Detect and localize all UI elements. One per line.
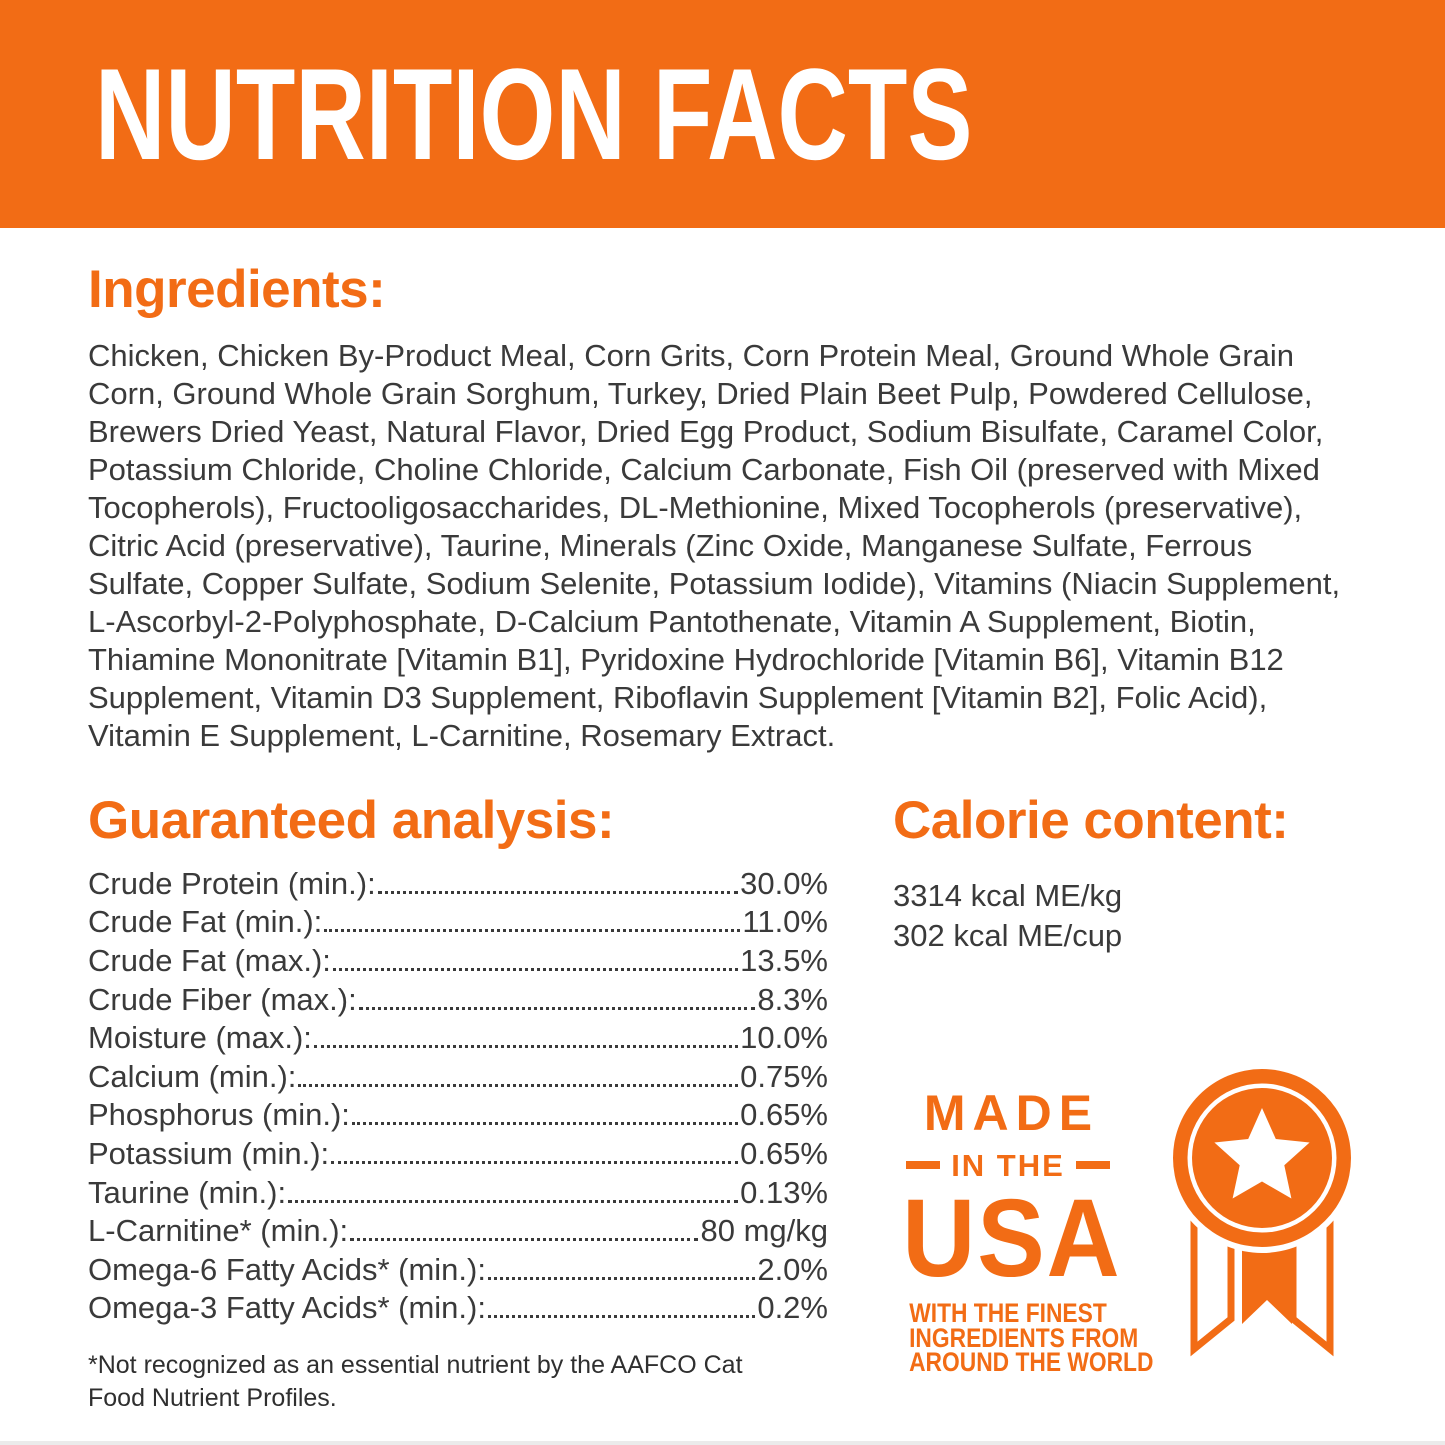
analysis-row: Omega-6 Fatty Acids* (min.): 2.0% — [88, 1252, 828, 1291]
ingredients-text: Chicken, Chicken By-Product Meal, Corn G… — [88, 337, 1341, 753]
dot-leader — [377, 890, 739, 894]
star-icon — [1214, 1107, 1310, 1199]
dot-leader — [331, 1161, 739, 1165]
analysis-row-value: 0.65% — [740, 1136, 828, 1172]
analysis-row: Crude Fat (max.): 13.5% — [88, 943, 828, 982]
analysis-row-label: Omega-3 Fatty Acids* (min.): — [88, 1290, 486, 1326]
analysis-row-value: 0.65% — [740, 1097, 828, 1133]
dot-leader — [351, 1122, 739, 1126]
analysis-row: Omega-3 Fatty Acids* (min.): 0.2% — [88, 1290, 828, 1329]
dot-leader — [487, 1315, 756, 1319]
made-in-usa-text: MADE IN THE USA WITH THE FINEST INGREDIE… — [893, 1068, 1154, 1378]
analysis-row-value: 10.0% — [740, 1020, 828, 1056]
analysis-row: Crude Protein (min.): 30.0% — [88, 866, 828, 905]
right-column: Calorie content: 3314 kcal ME/kg 302 kca… — [893, 791, 1373, 1375]
analysis-row: Phosphorus (min.): 0.65% — [88, 1097, 828, 1136]
calorie-content-section: Calorie content: 3314 kcal ME/kg 302 kca… — [893, 791, 1373, 956]
calorie-line-cup: 302 kcal ME/cup — [893, 917, 1123, 953]
analysis-row: Calcium (min.): 0.75% — [88, 1059, 828, 1098]
calorie-line-kg: 3314 kcal ME/kg — [893, 877, 1123, 913]
guaranteed-analysis-section: Guaranteed analysis: Crude Protein (min.… — [88, 791, 828, 1415]
right-dash — [1075, 1161, 1110, 1170]
left-dash — [906, 1161, 941, 1170]
dot-leader — [350, 1238, 699, 1242]
label-body: Ingredients: Chicken, Chicken By-Product… — [0, 260, 1445, 1415]
analysis-row-label: Calcium (min.): — [88, 1058, 297, 1094]
badge-subtext: WITH THE FINEST INGREDIENTS FROM AROUND … — [909, 1298, 1154, 1378]
analysis-row-label: Taurine (min.): — [88, 1174, 287, 1210]
analysis-row-label: Potassium (min.): — [88, 1136, 330, 1172]
bottom-edge-strip — [0, 1441, 1445, 1445]
badge-subtext-line2: INGREDIENTS FROM — [909, 1322, 1139, 1353]
badge-made-label: MADE — [923, 1084, 1100, 1141]
analysis-row-value: 0.2% — [757, 1290, 828, 1326]
badge-subtext-line3: AROUND THE WORLD — [909, 1347, 1154, 1378]
analysis-row-label: Phosphorus (min.): — [88, 1097, 350, 1133]
analysis-row-value: 0.75% — [740, 1058, 828, 1094]
badge-in-the-label: IN THE — [951, 1147, 1065, 1183]
analysis-row: Potassium (min.): 0.65% — [88, 1136, 828, 1175]
analysis-row-value: 11.0% — [742, 904, 828, 940]
dot-leader — [487, 1276, 756, 1280]
analysis-heading: Guaranteed analysis: — [88, 790, 615, 850]
analysis-row-label: Moisture (max.): — [88, 1020, 312, 1056]
header-banner: NUTRITION FACTS — [0, 0, 1445, 228]
dot-leader — [288, 1199, 739, 1203]
ingredients-heading: Ingredients: — [88, 260, 386, 319]
dot-leader — [313, 1045, 739, 1049]
analysis-row-value: 2.0% — [757, 1251, 828, 1287]
analysis-row-label: Omega-6 Fatty Acids* (min.): — [88, 1251, 486, 1287]
analysis-row-label: L-Carnitine* (min.): — [88, 1213, 349, 1249]
made-in-usa-badge: MADE IN THE USA WITH THE FINEST INGREDIE… — [893, 1065, 1373, 1378]
badge-in-the-row: IN THE — [893, 1150, 1123, 1181]
analysis-row: Moisture (max.): 10.0% — [88, 1020, 828, 1059]
analysis-row-value: 8.3% — [757, 981, 828, 1017]
page-title: NUTRITION FACTS — [95, 41, 973, 187]
dot-leader — [332, 968, 739, 972]
star-ribbon-medal-icon — [1167, 1065, 1357, 1357]
dot-leader — [324, 929, 741, 933]
analysis-row-value: 13.5% — [740, 943, 828, 979]
dot-leader — [358, 1006, 756, 1010]
analysis-row: L-Carnitine* (min.): 80 mg/kg — [88, 1213, 828, 1252]
analysis-row: Taurine (min.): 0.13% — [88, 1175, 828, 1214]
analysis-row-value: 80 mg/kg — [700, 1213, 828, 1249]
analysis-row: Crude Fiber (max.): 8.3% — [88, 982, 828, 1021]
two-column-area: Guaranteed analysis: Crude Protein (min.… — [88, 791, 1360, 1415]
analysis-row-value: 30.0% — [740, 865, 828, 901]
analysis-footnote: *Not recognized as an essential nutrient… — [88, 1351, 743, 1412]
analysis-row-label: Crude Fiber (max.): — [88, 981, 357, 1017]
analysis-row: Crude Fat (min.): 11.0% — [88, 904, 828, 943]
badge-subtext-line1: WITH THE FINEST — [909, 1298, 1107, 1329]
badge-usa-label: USA — [902, 1176, 1122, 1300]
analysis-list: Crude Protein (min.): 30.0% Crude Fat (m… — [88, 866, 828, 1329]
analysis-row-label: Crude Protein (min.): — [88, 865, 376, 901]
dot-leader — [298, 1083, 739, 1087]
calories-heading: Calorie content: — [893, 790, 1289, 850]
analysis-row-value: 0.13% — [740, 1174, 828, 1210]
analysis-row-label: Crude Fat (min.): — [88, 904, 323, 940]
analysis-row-label: Crude Fat (max.): — [88, 943, 331, 979]
ingredients-section: Ingredients: Chicken, Chicken By-Product… — [88, 260, 1360, 755]
